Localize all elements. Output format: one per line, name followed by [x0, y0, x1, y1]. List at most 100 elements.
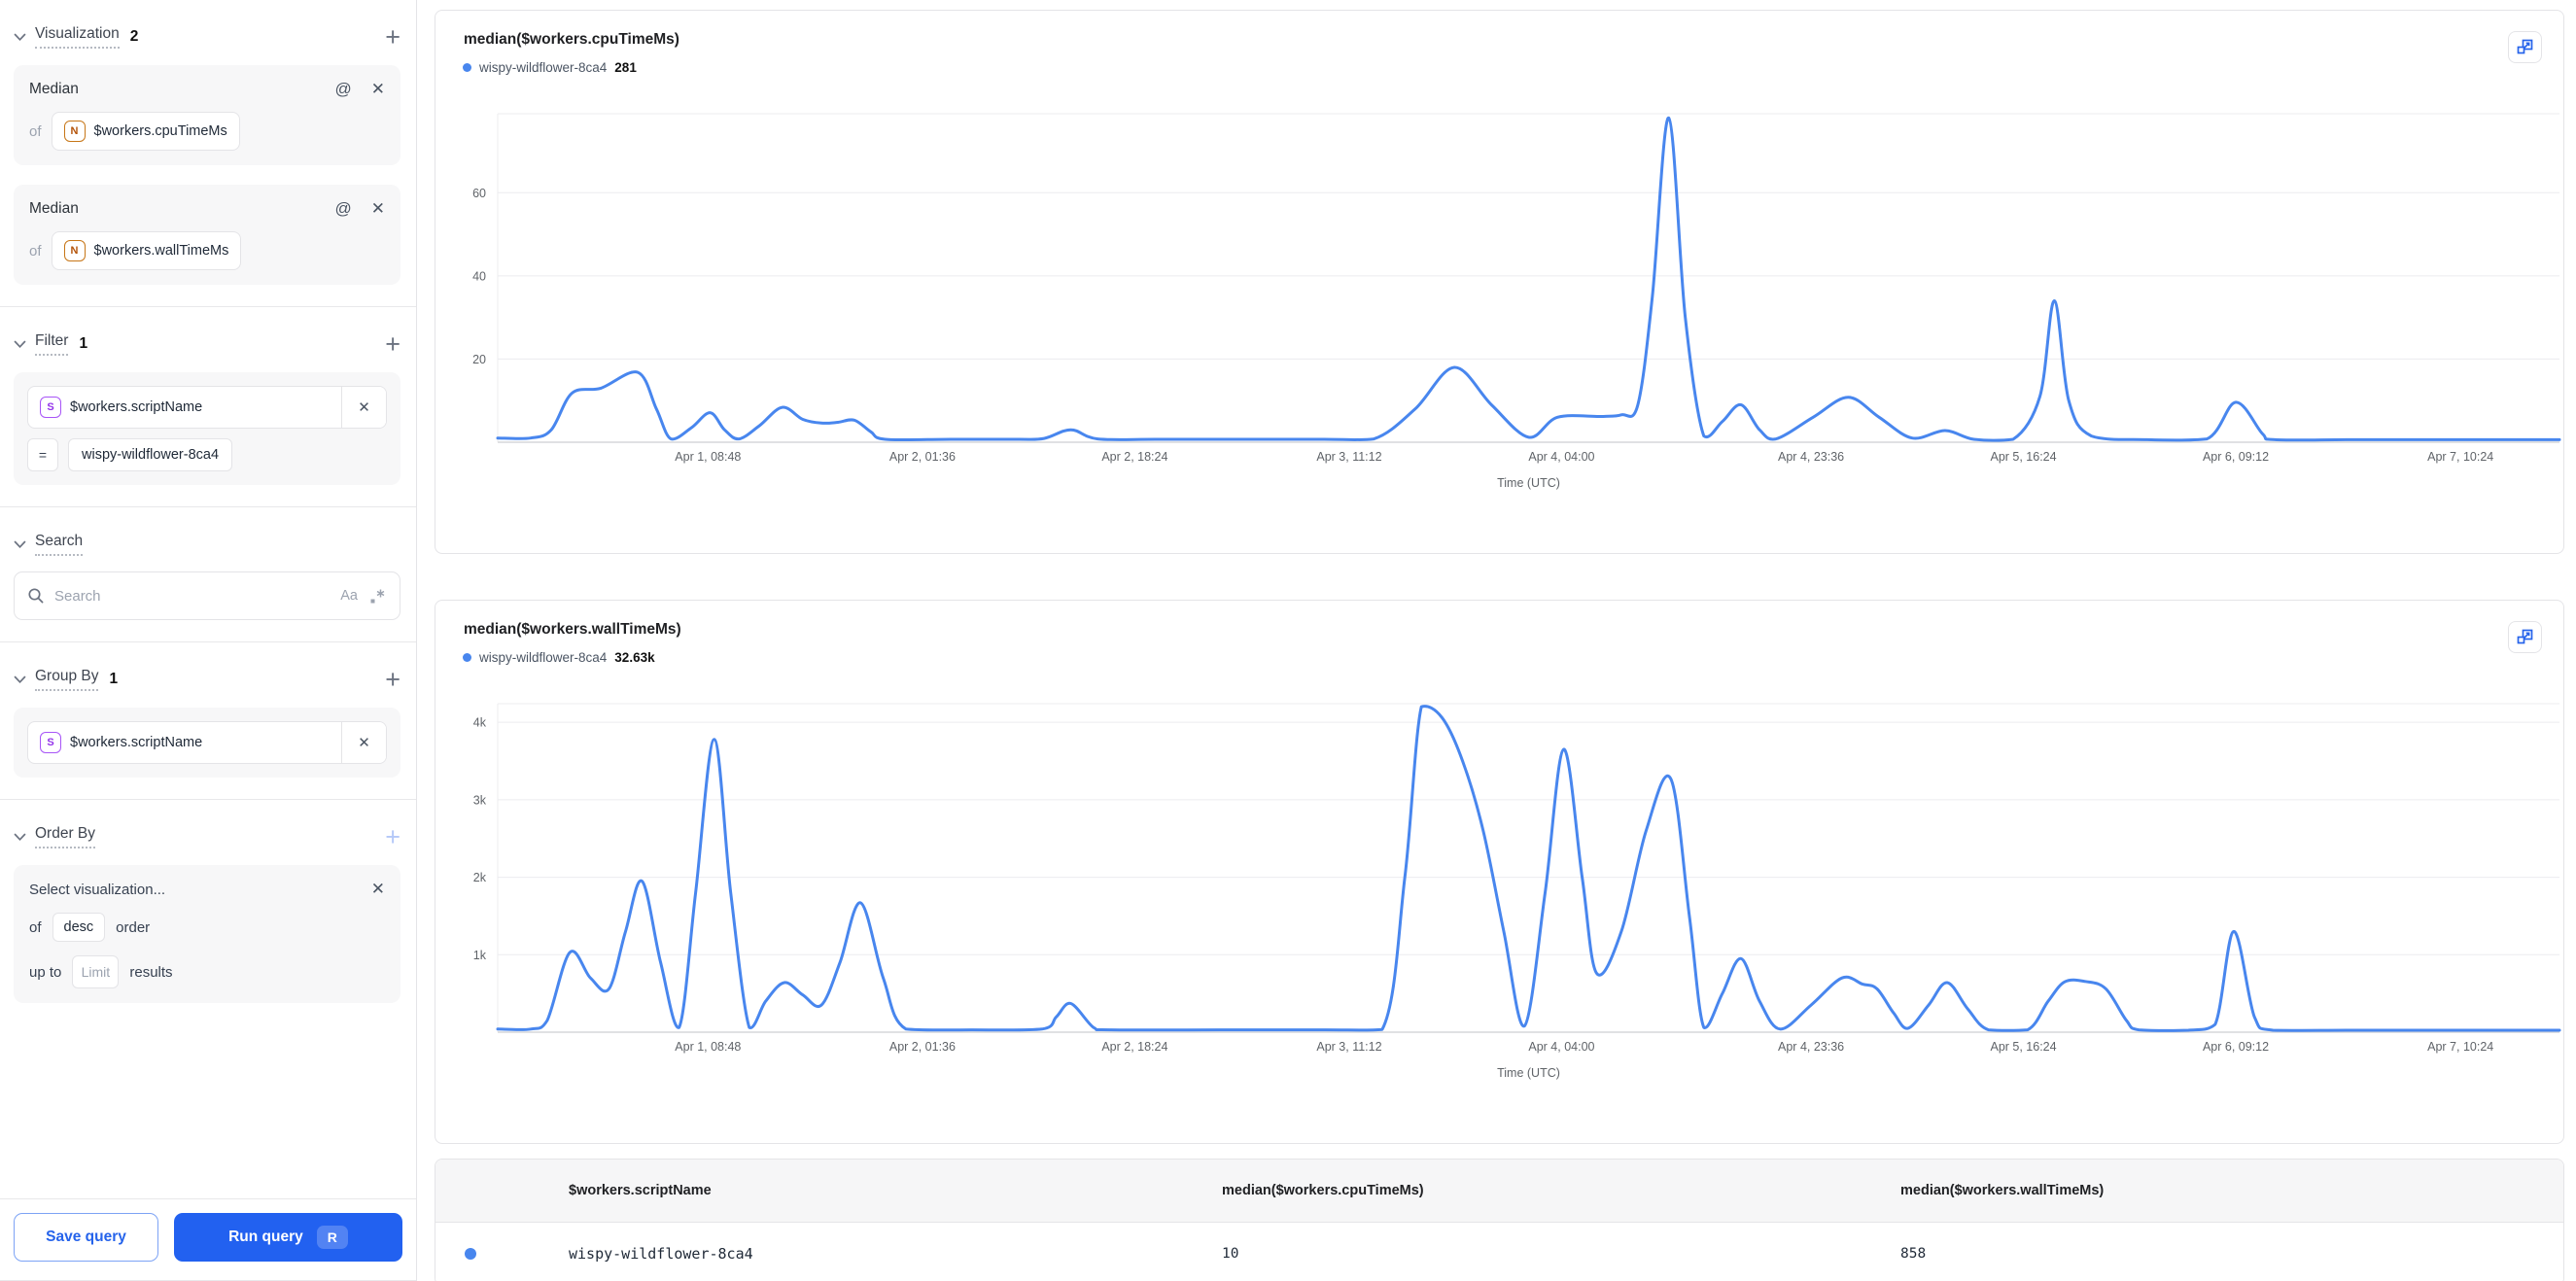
cpu-median-cell: 10	[1222, 1246, 1239, 1262]
remove-filter-icon[interactable]: ✕	[341, 387, 386, 428]
group-by-section-label: Group By	[35, 668, 99, 691]
svg-text:Time (UTC): Time (UTC)	[1497, 476, 1560, 490]
string-type-icon: S	[40, 732, 61, 753]
search-input[interactable]	[54, 587, 331, 605]
series-name: wispy-wildflower-8ca4	[479, 650, 608, 665]
svg-text:Apr 4, 23:36: Apr 4, 23:36	[1778, 1040, 1844, 1054]
results-area: median($workers.cpuTimeMs) wispy-wildflo…	[417, 0, 2576, 1281]
svg-text:Apr 7, 10:24: Apr 7, 10:24	[2427, 1040, 2493, 1054]
mention-icon[interactable]: @	[334, 80, 352, 98]
save-query-button[interactable]: Save query	[14, 1213, 158, 1262]
section-divider	[0, 799, 416, 800]
section-divider	[0, 506, 416, 507]
remove-visualization-icon[interactable]: ✕	[370, 199, 385, 218]
group-by-field-name: $workers.scriptName	[70, 735, 203, 750]
svg-text:Apr 6, 09:12: Apr 6, 09:12	[2203, 450, 2269, 464]
add-order-by-button[interactable]: +	[385, 822, 400, 851]
run-query-button[interactable]: Run query R	[174, 1213, 402, 1262]
visualization-section: Visualization 2 + Median @ ✕ of N $worke…	[0, 0, 416, 306]
svg-text:Time (UTC): Time (UTC)	[1497, 1066, 1560, 1080]
legend-item[interactable]: wispy-wildflower-8ca4 281	[435, 60, 2563, 75]
svg-text:4k: 4k	[473, 716, 487, 730]
query-actions-footer: Save query Run query R	[0, 1198, 416, 1281]
series-dot	[463, 63, 471, 72]
wall-time-line-chart[interactable]: 1k 2k 3k 4k Apr 1, 08:48 Apr 2, 01:36 Apr 2, 1…	[435, 694, 2563, 1083]
wall-median-cell: 858	[1900, 1246, 1927, 1262]
visualization-count: 2	[129, 28, 139, 45]
svg-text:Apr 5, 16:24: Apr 5, 16:24	[1990, 450, 2056, 464]
svg-text:60: 60	[472, 187, 486, 200]
expand-chart-button[interactable]	[2508, 31, 2542, 63]
svg-text:1k: 1k	[473, 949, 487, 962]
string-type-icon: S	[40, 397, 61, 418]
field-name: $workers.wallTimeMs	[93, 243, 229, 259]
order-by-section: Order By + Select visualization... ✕ of …	[0, 800, 416, 1024]
filter-section: Filter 1 + S $workers.scriptName ✕ = wis…	[0, 307, 416, 506]
column-header: median($workers.cpuTimeMs)	[1222, 1183, 1424, 1198]
group-by-count: 1	[109, 671, 119, 687]
of-label: of	[29, 918, 42, 936]
of-label: of	[29, 122, 42, 140]
cpu-time-chart-card: median($workers.cpuTimeMs) wispy-wildflo…	[435, 10, 2564, 554]
visualization-type[interactable]: Median	[29, 200, 79, 217]
table-row[interactable]: wispy-wildflower-8ca4 10 858	[435, 1223, 2563, 1281]
series-value: 32.63k	[614, 650, 655, 665]
chevron-down-icon[interactable]	[14, 833, 26, 842]
visualization-section-label: Visualization	[35, 25, 120, 49]
svg-text:3k: 3k	[473, 793, 487, 807]
remove-order-by-icon[interactable]: ✕	[370, 880, 385, 898]
order-direction-chip[interactable]: desc	[52, 913, 106, 942]
script-name-cell: wispy-wildflower-8ca4	[569, 1245, 753, 1263]
numeric-type-icon: N	[63, 240, 86, 261]
group-by-field-chip[interactable]: S $workers.scriptName	[28, 722, 341, 763]
field-chip[interactable]: N $workers.wallTimeMs	[51, 231, 242, 270]
chevron-down-icon[interactable]	[14, 33, 26, 42]
expand-chart-button[interactable]	[2508, 621, 2542, 653]
svg-text:Apr 7, 10:24: Apr 7, 10:24	[2427, 450, 2493, 464]
regex-toggle-icon[interactable]	[367, 587, 387, 605]
remove-group-by-icon[interactable]: ✕	[341, 722, 386, 763]
wall-time-chart-card: median($workers.wallTimeMs) wispy-wildfl…	[435, 600, 2564, 1144]
visualization-type[interactable]: Median	[29, 81, 79, 97]
add-group-by-button[interactable]: +	[385, 665, 400, 694]
field-chip[interactable]: N $workers.cpuTimeMs	[51, 112, 240, 151]
run-query-label: Run query	[228, 1229, 303, 1245]
chevron-down-icon[interactable]	[14, 540, 26, 549]
numeric-type-icon: N	[63, 121, 86, 142]
filter-card: S $workers.scriptName ✕ = wispy-wildflow…	[14, 372, 400, 485]
filter-value-chip[interactable]: wispy-wildflower-8ca4	[68, 438, 233, 471]
match-case-toggle[interactable]: Aa	[340, 588, 358, 604]
svg-text:Apr 2, 18:24: Apr 2, 18:24	[1101, 450, 1167, 464]
filter-field-chip[interactable]: S $workers.scriptName	[28, 387, 341, 428]
filter-field-name: $workers.scriptName	[70, 399, 203, 415]
order-by-card: Select visualization... ✕ of desc order …	[14, 865, 400, 1003]
add-filter-button[interactable]: +	[385, 329, 400, 359]
mention-icon[interactable]: @	[334, 199, 352, 218]
order-by-visualization-select[interactable]: Select visualization...	[29, 881, 166, 898]
filter-count: 1	[79, 335, 88, 352]
filter-section-label: Filter	[35, 332, 69, 356]
filter-operator-chip[interactable]: =	[27, 438, 58, 471]
column-header: median($workers.wallTimeMs)	[1900, 1183, 2105, 1198]
chevron-down-icon[interactable]	[14, 340, 26, 349]
limit-input[interactable]	[72, 955, 120, 988]
chevron-down-icon[interactable]	[14, 675, 26, 684]
svg-text:Apr 5, 16:24: Apr 5, 16:24	[1990, 1040, 2056, 1054]
up-to-label: up to	[29, 963, 62, 981]
remove-visualization-icon[interactable]: ✕	[370, 80, 385, 98]
search-icon	[27, 587, 45, 605]
group-by-card: S $workers.scriptName ✕	[14, 708, 400, 778]
svg-text:Apr 4, 04:00: Apr 4, 04:00	[1528, 450, 1594, 464]
search-box: Aa	[14, 571, 400, 620]
svg-text:20: 20	[472, 353, 486, 366]
cpu-time-line-chart[interactable]: 20 40 60 Apr 1, 08:48 Apr 2, 01:36 Apr 2, 18:…	[435, 104, 2563, 493]
run-shortcut-badge: R	[316, 1226, 348, 1249]
svg-text:Apr 2, 01:36: Apr 2, 01:36	[889, 1040, 956, 1054]
visualization-card: Median @ ✕ of N $workers.wallTimeMs	[14, 185, 400, 285]
column-header: $workers.scriptName	[569, 1183, 712, 1198]
svg-text:2k: 2k	[473, 871, 487, 884]
field-name: $workers.cpuTimeMs	[93, 123, 227, 139]
add-visualization-button[interactable]: +	[385, 22, 400, 52]
legend-item[interactable]: wispy-wildflower-8ca4 32.63k	[435, 650, 2563, 665]
series-dot	[465, 1248, 476, 1260]
